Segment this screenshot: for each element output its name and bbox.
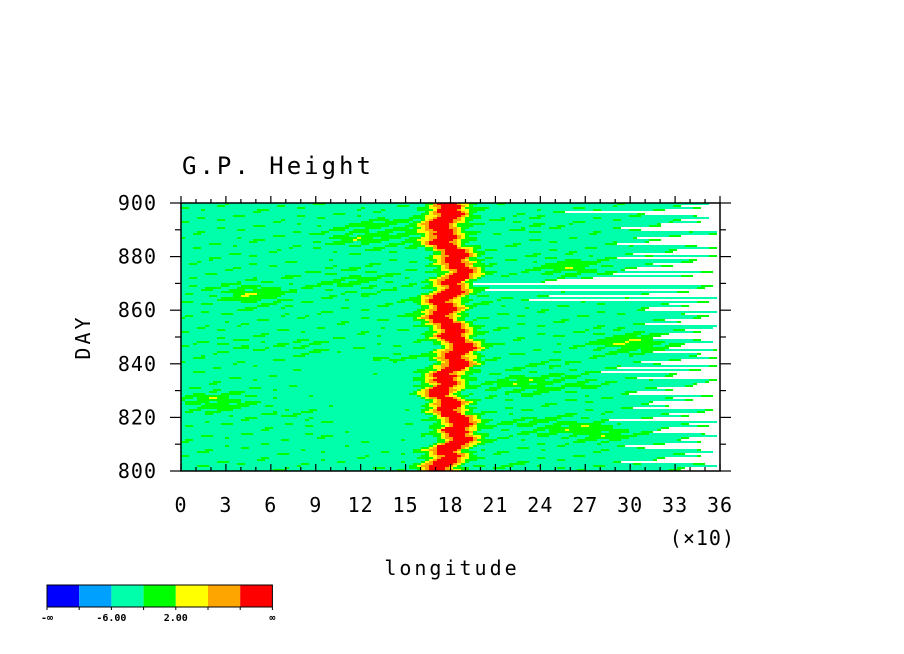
colorbar: -∞ -6.00 2.00 ∞ [41, 584, 275, 624]
y-axis-label: DAY [71, 314, 95, 359]
x-tick-label: 33 [662, 493, 688, 517]
x-tick-label: 24 [527, 493, 553, 517]
colorbar-swatch [240, 585, 273, 607]
x-tick-label: 9 [309, 493, 322, 517]
colorbar-label: 2.00 [164, 613, 188, 624]
x-tick-label: 27 [572, 493, 598, 517]
heatmap-field [181, 203, 717, 471]
colorbar-label: ∞ [269, 613, 275, 624]
y-tick-label: 900 [118, 191, 157, 215]
colorbar-swatch [143, 585, 176, 607]
x-tick-label: 0 [174, 493, 187, 517]
x-tick-label: 36 [707, 493, 733, 517]
y-tick-label: 840 [118, 352, 157, 376]
colorbar-label: -6.00 [96, 613, 126, 624]
x-tick-label: 18 [437, 493, 463, 517]
colorbar-swatch [47, 585, 80, 607]
colorbar-swatch [208, 585, 241, 607]
chart-title: G.P. Height [182, 152, 374, 180]
y-tick-label: 820 [118, 405, 157, 429]
x-tick-label: 3 [219, 493, 232, 517]
colorbar-swatch [111, 585, 144, 607]
x-axis-label: longitude [384, 556, 519, 580]
colorbar-label: -∞ [41, 613, 53, 624]
y-axis-ticks: 800 820 840 860 880 900 [118, 191, 731, 483]
x-tick-label: 15 [393, 493, 419, 517]
x-axis-ticks: 0 3 6 9 12 15 18 21 24 27 30 33 36 [174, 196, 733, 517]
x-tick-label: 21 [482, 493, 508, 517]
colorbar-swatch [175, 585, 208, 607]
y-tick-label: 800 [118, 459, 157, 483]
x-axis-scale-note: (×10) [670, 526, 735, 550]
y-tick-label: 860 [118, 298, 157, 322]
x-tick-label: 6 [264, 493, 277, 517]
y-tick-label: 880 [118, 245, 157, 269]
colorbar-swatch [79, 585, 112, 607]
x-tick-label: 12 [348, 493, 374, 517]
x-tick-label: 30 [617, 493, 643, 517]
